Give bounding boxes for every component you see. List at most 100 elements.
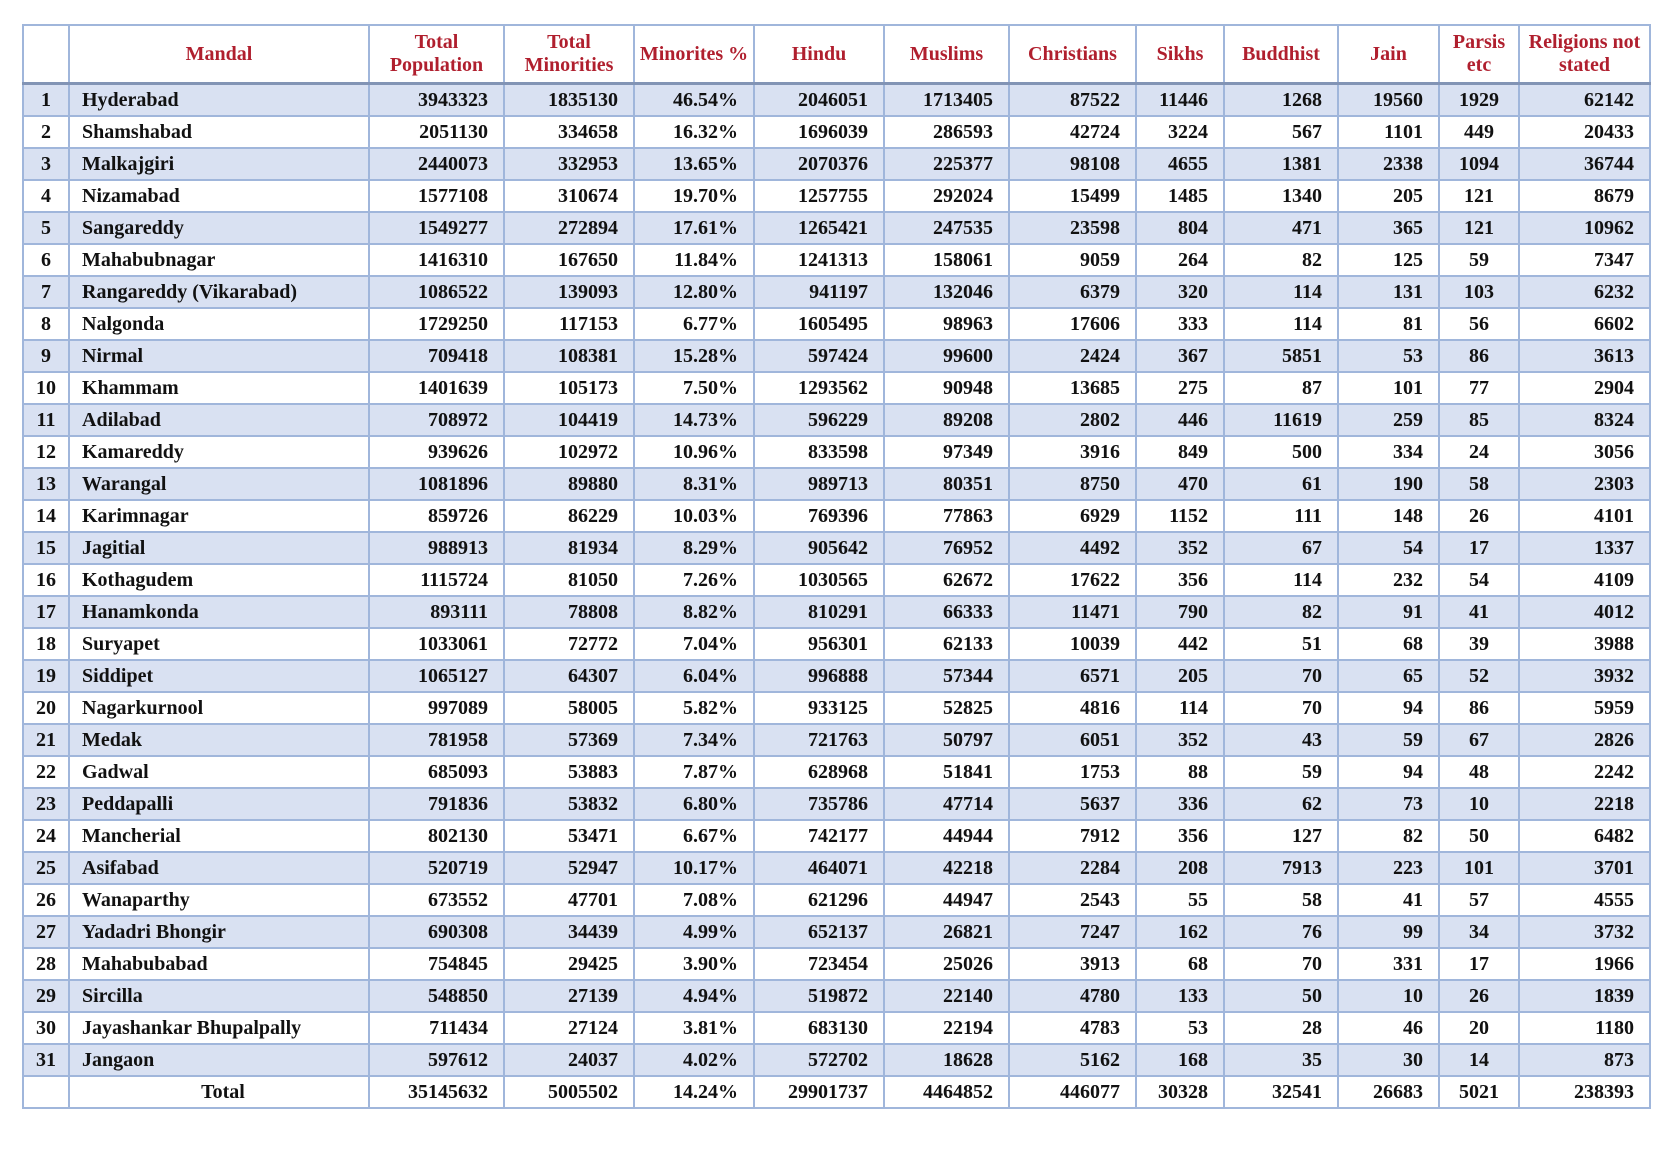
table-body: 1 Hyderabad 3943323 1835130 46.54% 2046051 171… — [22, 82, 1651, 1109]
cell: 2904 — [1518, 371, 1651, 405]
cell: 3913 — [1008, 947, 1137, 981]
cell: Siddipet — [68, 659, 370, 693]
total-cell: 35145632 — [368, 1075, 505, 1109]
total-cell: 26683 — [1337, 1075, 1440, 1109]
cell: 168 — [1135, 1043, 1225, 1077]
total-cell: 5005502 — [503, 1075, 635, 1109]
cell: 791836 — [368, 787, 505, 821]
table-row: 28 Mahabubabad 754845 29425 3.90% 723454 25026… — [22, 947, 1651, 981]
total-cell: 238393 — [1518, 1075, 1651, 1109]
cell: 10.03% — [633, 499, 755, 533]
cell: 5.82% — [633, 691, 755, 725]
cell: 41 — [1438, 595, 1520, 629]
cell: 223 — [1337, 851, 1440, 885]
cell: 205 — [1135, 659, 1225, 693]
cell: 22 — [22, 755, 70, 789]
cell: 6232 — [1518, 275, 1651, 309]
cell: 20433 — [1518, 115, 1651, 149]
cell: 162 — [1135, 915, 1225, 949]
cell: 8 — [22, 307, 70, 341]
cell: 597612 — [368, 1043, 505, 1077]
cell: 72772 — [503, 627, 635, 661]
cell: 3701 — [1518, 851, 1651, 885]
cell: 2440073 — [368, 147, 505, 181]
table-row: 6 Mahabubnagar 1416310 167650 11.84% 1241313 1… — [22, 243, 1651, 277]
cell: 4.99% — [633, 915, 755, 949]
cell: 1293562 — [753, 371, 885, 405]
cell: 1835130 — [503, 82, 635, 117]
cell: 4.02% — [633, 1043, 755, 1077]
cell: 7912 — [1008, 819, 1137, 853]
cell: 99 — [1337, 915, 1440, 949]
cell: 97349 — [883, 435, 1010, 469]
cell: 82 — [1223, 595, 1339, 629]
cell: 12.80% — [633, 275, 755, 309]
cell: 58005 — [503, 691, 635, 725]
cell: 11619 — [1223, 403, 1339, 437]
cell: 5959 — [1518, 691, 1651, 725]
cell: 59 — [1337, 723, 1440, 757]
cell: 1929 — [1438, 82, 1520, 117]
cell: 3988 — [1518, 627, 1651, 661]
table-row: 19 Siddipet 1065127 64307 6.04% 996888 57344 65… — [22, 659, 1651, 693]
cell: 131 — [1337, 275, 1440, 309]
cell: Asifabad — [68, 851, 370, 885]
cell: 10039 — [1008, 627, 1137, 661]
cell: Mahabubnagar — [68, 243, 370, 277]
table-row: 25 Asifabad 520719 52947 10.17% 464071 42218 22… — [22, 851, 1651, 885]
cell: 20 — [1438, 1011, 1520, 1045]
cell: 7.08% — [633, 883, 755, 917]
cell: 11 — [22, 403, 70, 437]
cell: 87522 — [1008, 82, 1137, 117]
cell: 6.77% — [633, 307, 755, 341]
cell: 628968 — [753, 755, 885, 789]
cell: 8.31% — [633, 467, 755, 501]
cell: 1180 — [1518, 1011, 1651, 1045]
cell: 14.73% — [633, 403, 755, 437]
table-row: 16 Kothagudem 1115724 81050 7.26% 1030565 6267… — [22, 563, 1651, 597]
table-row: 7 Rangareddy (Vikarabad) 1086522 139093 12.8… — [22, 275, 1651, 309]
cell: 25 — [22, 851, 70, 885]
column-header-10: Jain — [1337, 24, 1440, 85]
cell: 7247 — [1008, 915, 1137, 949]
cell: 94 — [1337, 691, 1440, 725]
cell: 275 — [1135, 371, 1225, 405]
cell: 17606 — [1008, 307, 1137, 341]
cell: 44944 — [883, 819, 1010, 853]
cell: 4.94% — [633, 979, 755, 1013]
cell: 2218 — [1518, 787, 1651, 821]
cell: 108381 — [503, 339, 635, 373]
minorities-table-container: Mandal Total Population Total Minorities Mi… — [22, 24, 1651, 1109]
table-row: 4 Nizamabad 1577108 310674 19.70% 1257755 2920… — [22, 179, 1651, 213]
cell: 5162 — [1008, 1043, 1137, 1077]
cell: 23 — [22, 787, 70, 821]
total-cell: 29901737 — [753, 1075, 885, 1109]
cell: 10962 — [1518, 211, 1651, 245]
cell: 13 — [22, 467, 70, 501]
cell: 51841 — [883, 755, 1010, 789]
cell: 332953 — [503, 147, 635, 181]
cell: 1115724 — [368, 563, 505, 597]
cell: 259 — [1337, 403, 1440, 437]
cell: 41 — [1337, 883, 1440, 917]
table-row: 3 Malkajgiri 2440073 332953 13.65% 2070376 225… — [22, 147, 1651, 181]
cell: 988913 — [368, 531, 505, 565]
cell: 449 — [1438, 115, 1520, 149]
cell: 10 — [1438, 787, 1520, 821]
table-row: 30 Jayashankar Bhupalpally 711434 27124 3.81… — [22, 1011, 1651, 1045]
cell: 264 — [1135, 243, 1225, 277]
cell: 292024 — [883, 179, 1010, 213]
cell: 52825 — [883, 691, 1010, 725]
cell: 833598 — [753, 435, 885, 469]
cell: 708972 — [368, 403, 505, 437]
cell: 1086522 — [368, 275, 505, 309]
cell: 1268 — [1223, 82, 1339, 117]
cell: 127 — [1223, 819, 1339, 853]
cell: 13685 — [1008, 371, 1137, 405]
cell: 50 — [1223, 979, 1339, 1013]
cell: 13.65% — [633, 147, 755, 181]
cell: 26 — [22, 883, 70, 917]
cell: 133 — [1135, 979, 1225, 1013]
cell: 442 — [1135, 627, 1225, 661]
cell: 52947 — [503, 851, 635, 885]
